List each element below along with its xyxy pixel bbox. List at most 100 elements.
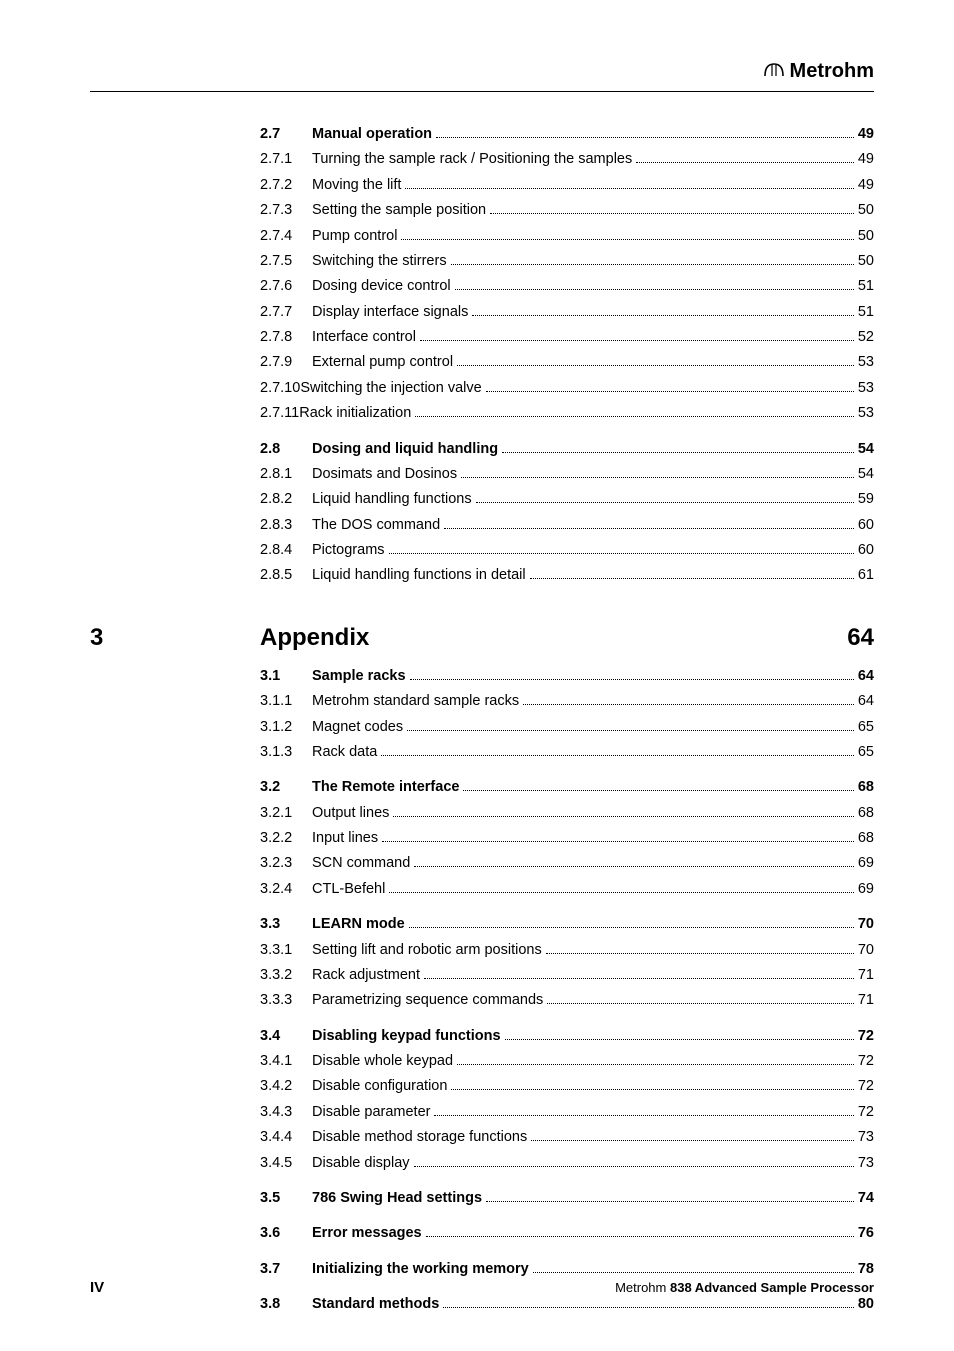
footer-brand: Metrohm [615,1280,666,1295]
toc-title: Dosimats and Dosinos [312,462,457,487]
toc-number: 2.7.4 [260,224,312,249]
toc-number: 2.7.11 [260,401,299,426]
toc-entry: 3.6Error messages 76 [260,1221,874,1246]
toc-leader-dots [401,239,853,240]
toc-leader-dots [546,953,854,954]
toc-entry: 2.7.9External pump control 53 [260,350,874,375]
toc-page: 51 [858,274,874,299]
toc-title: Manual operation [312,122,432,147]
toc-title: CTL-Befehl [312,877,385,902]
toc-page: 69 [858,877,874,902]
toc-entry: 2.7.1Turning the sample rack / Positioni… [260,147,874,172]
toc-leader-dots [636,162,854,163]
toc-number: 2.8.1 [260,462,312,487]
toc-entry: 3.2.2Input lines68 [260,826,874,851]
toc-number: 3.4.4 [260,1125,312,1150]
toc-entry: 3.1.1Metrohm standard sample racks 64 [260,689,874,714]
toc-leader-dots [486,1201,854,1202]
toc-leader-dots [463,790,853,791]
toc-title: Metrohm standard sample racks [312,689,519,714]
toc-number: 2.7.3 [260,198,312,223]
toc-leader-dots [523,704,854,705]
toc-leader-dots [451,264,854,265]
toc-entry: 3.2.3SCN command69 [260,851,874,876]
toc-entry: 2.7Manual operation 49 [260,122,874,147]
toc-page: 72 [858,1024,874,1049]
chapter-number: 3 [90,624,260,652]
toc-entry: 2.8.1Dosimats and Dosinos54 [260,462,874,487]
toc-leader-dots [443,1307,854,1308]
brand-logo: Metrohm [763,60,874,83]
toc-entry: 2.8.5Liquid handling functions in detail… [260,563,874,588]
toc-title: Disable parameter [312,1100,430,1125]
toc-number: 3.5 [260,1186,312,1211]
toc-entry: 2.7.8Interface control 52 [260,325,874,350]
toc-entry: 3.4.4Disable method storage functions73 [260,1125,874,1150]
toc-leader-dots [444,528,854,529]
toc-page: 64 [858,689,874,714]
toc-title: Rack adjustment [312,963,420,988]
toc-title: Moving the lift [312,173,401,198]
toc-number: 2.7.8 [260,325,312,350]
toc-page: 72 [858,1100,874,1125]
toc-title: Magnet codes [312,715,403,740]
toc-number: 2.7.9 [260,350,312,375]
chapter-heading: 3 Appendix 64 [90,624,874,652]
toc-leader-dots [382,841,854,842]
toc-number: 2.7.2 [260,173,312,198]
toc-title: Setting lift and robotic arm positions [312,938,542,963]
toc-entry: 3.3.1Setting lift and robotic arm positi… [260,938,874,963]
toc-leader-dots [420,340,854,341]
toc-page: 65 [858,715,874,740]
toc-entry: 2.8Dosing and liquid handling 54 [260,437,874,462]
toc-entry: 3.1Sample racks 64 [260,664,874,689]
toc-title: Disable configuration [312,1074,447,1099]
toc-leader-dots [490,213,854,214]
toc-number: 3.4.2 [260,1074,312,1099]
toc-page: 73 [858,1151,874,1176]
toc-leader-dots [414,1166,854,1167]
toc-number: 2.7.6 [260,274,312,299]
toc-number: 3.1.1 [260,689,312,714]
toc-page: 74 [858,1186,874,1211]
toc-leader-dots [530,578,854,579]
toc-page: 54 [858,437,874,462]
toc-number: 3.2.2 [260,826,312,851]
toc-number: 3.1 [260,664,312,689]
toc-title: Parametrizing sequence commands [312,988,543,1013]
toc-entry: 3.2.4CTL-Befehl69 [260,877,874,902]
toc-leader-dots [457,1064,854,1065]
toc-title: External pump control [312,350,453,375]
toc-leader-dots [389,553,854,554]
toc-entry: 3.4.3Disable parameter72 [260,1100,874,1125]
toc-page: 49 [858,122,874,147]
footer-product: Metrohm 838 Advanced Sample Processor [615,1280,874,1295]
toc-entry: 2.8.2Liquid handling functions59 [260,487,874,512]
toc-entry: 2.7.5Switching the stirrers50 [260,249,874,274]
toc-title: Interface control [312,325,416,350]
toc-page: 49 [858,147,874,172]
toc-page: 60 [858,513,874,538]
toc-number: 2.7.5 [260,249,312,274]
toc-page: 69 [858,851,874,876]
toc-entry: 3.5786 Swing Head settings 74 [260,1186,874,1211]
toc-title: Disable whole keypad [312,1049,453,1074]
toc-leader-dots [451,1089,853,1090]
toc-entry: 2.8.3The DOS command60 [260,513,874,538]
toc-number: 3.4.1 [260,1049,312,1074]
toc-leader-dots [547,1003,854,1004]
toc-entry: 3.1.2Magnet codes65 [260,715,874,740]
toc-title: Switching the injection valve [300,376,481,401]
toc-title: Display interface signals [312,300,468,325]
toc-entry: 3.3.3Parametrizing sequence commands71 [260,988,874,1013]
toc-title: Disable method storage functions [312,1125,527,1150]
toc-entry: 2.7.6Dosing device control51 [260,274,874,299]
toc-leader-dots [455,289,854,290]
toc-page: 72 [858,1074,874,1099]
toc-page: 53 [858,350,874,375]
toc-number: 3.3.3 [260,988,312,1013]
toc-page: 49 [858,173,874,198]
toc-leader-dots [410,679,854,680]
toc-number: 3.2.3 [260,851,312,876]
toc-page: 52 [858,325,874,350]
